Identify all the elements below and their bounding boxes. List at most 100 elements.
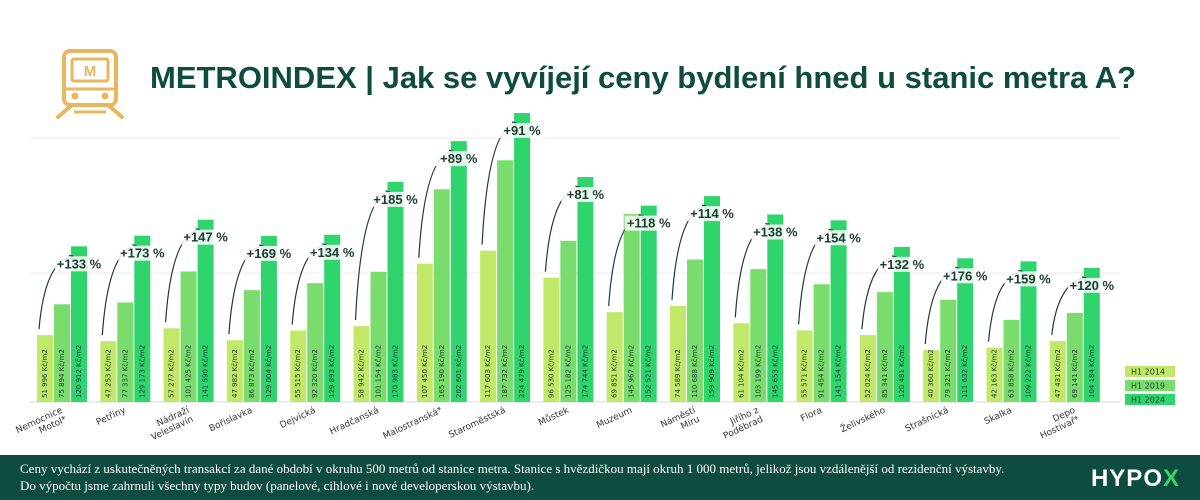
change-label-bg (877, 256, 926, 272)
data-label: 77 337 Kč/m2 (121, 349, 129, 398)
data-label: 47 253 Kč/m2 (104, 349, 112, 398)
x-tick-label: Bořislavka (208, 406, 254, 435)
data-label: 202 601 Kč/m2 (455, 345, 463, 398)
x-tick-label: Želivského (838, 404, 887, 436)
legend-label-0: H1 2014 (1131, 368, 1165, 377)
bar-2-16 (1066, 312, 1083, 402)
change-label: +132 % (880, 257, 925, 272)
change-label: +91 % (503, 123, 541, 138)
bar-3-4 (324, 234, 341, 402)
x-tick-label: Skalka (983, 406, 1014, 427)
bar-2-15 (1003, 319, 1020, 402)
bar-1-3 (226, 340, 243, 402)
data-label: 47 431 Kč/m2 (1054, 349, 1062, 398)
bar-3-16 (1083, 267, 1100, 402)
change-label: +133 % (57, 256, 102, 271)
change-label-bg (624, 215, 673, 231)
legend-swatch-0 (1125, 366, 1175, 377)
bar-2-12 (813, 284, 830, 402)
data-label: 74 589 Kč/m2 (674, 349, 682, 398)
svg-text:M: M (84, 63, 97, 80)
data-label: 129 893 Kč/m2 (328, 345, 336, 398)
bar-chart: 51 996 Kč/m2 75 894 Kč/m2 120 912 Kč/m2 +13… (15, 113, 1175, 443)
data-label: 117 603 Kč/m2 (484, 345, 492, 398)
bar-1-13 (859, 335, 876, 402)
data-label: 96 530 Kč/m2 (547, 349, 555, 398)
change-label-bg (181, 229, 230, 245)
bar-1-11 (733, 323, 750, 402)
bar-3-0 (71, 246, 87, 402)
change-label-bg (688, 206, 736, 222)
data-label: 141 590 Kč/m2 (202, 345, 210, 398)
bar-2-5 (370, 271, 387, 402)
bar-3-12 (830, 220, 847, 402)
change-label-bg (371, 191, 420, 207)
change-label-bg (561, 187, 610, 203)
data-label: 92 320 Kč/m2 (311, 349, 319, 398)
data-label: 174 744 Kč/m2 (581, 345, 589, 398)
x-tick-label: DepoHostivař* (1035, 405, 1082, 441)
data-label: 159 909 Kč/m2 (708, 345, 716, 398)
change-label-bg (751, 224, 800, 240)
change-label: +147 % (183, 230, 228, 245)
legend-label-1: H1 2019 (1131, 382, 1165, 391)
bar-3-3 (260, 235, 277, 402)
bar-3-13 (893, 246, 910, 402)
bar-2-0 (54, 304, 70, 402)
change-label-bg (55, 256, 103, 272)
bar-2-4 (307, 283, 324, 402)
data-label: 145 967 Kč/m2 (628, 345, 636, 398)
data-label: 129 004 Kč/m2 (265, 345, 273, 398)
change-label-bg (118, 245, 167, 261)
bar-1-9 (606, 312, 623, 402)
data-label: 129 173 Kč/m2 (138, 345, 146, 398)
x-tick-label: Můstek (537, 404, 572, 428)
legend-swatch-2 (1125, 394, 1175, 405)
bar-3-8 (577, 177, 594, 402)
data-label: 86 873 Kč/m2 (248, 349, 256, 398)
change-label-bg (434, 151, 483, 167)
change-label: +120 % (1070, 278, 1115, 293)
bar-2-11 (750, 269, 767, 402)
data-label: 187 732 Kč/m2 (501, 345, 509, 398)
bar-1-6 (416, 263, 433, 402)
data-label: 152 521 Kč/m2 (645, 345, 653, 398)
brand-accent: X (1162, 465, 1180, 492)
data-label: 101 425 Kč/m2 (185, 345, 193, 398)
data-label: 57 277 Kč/m2 (168, 349, 176, 398)
bar-2-6 (433, 189, 450, 402)
bar-3-7 (514, 113, 531, 402)
x-tick-label: Muzeum (595, 406, 634, 431)
chart-title: METROINDEX | Jak se vyvíjejí ceny bydlen… (150, 60, 1137, 95)
bar-2-13 (876, 292, 893, 402)
bar-1-15 (986, 347, 1003, 402)
data-label: 52 024 Kč/m2 (864, 349, 872, 398)
data-label: 104 184 Kč/m2 (1088, 345, 1096, 398)
change-label: +185 % (373, 192, 418, 207)
metro-train-icon: M (56, 49, 124, 119)
bar-3-5 (387, 181, 404, 402)
change-label: +173 % (120, 246, 165, 261)
data-label: 145 653 Kč/m2 (771, 345, 779, 398)
data-label: 55 515 Kč/m2 (294, 349, 302, 398)
bar-2-7 (497, 160, 514, 402)
data-label: 55 571 Kč/m2 (801, 349, 809, 398)
bar-2-10 (687, 259, 703, 402)
hypox-logo: HYPOX (1091, 465, 1180, 493)
brand-name: HYPO (1090, 465, 1163, 492)
data-label: 120 912 Kč/m2 (75, 345, 83, 398)
data-label: 79 321 Kč/m2 (944, 349, 952, 398)
data-label: 75 894 Kč/m2 (58, 349, 66, 398)
bar-1-12 (796, 330, 813, 402)
bar-1-4 (290, 330, 307, 402)
bar-1-16 (1049, 340, 1066, 402)
data-label: 47 982 Kč/m2 (231, 349, 239, 398)
x-tick-label: Jiřího zPoděbrad (718, 406, 765, 442)
bar-1-8 (543, 277, 560, 402)
bar-1-2 (163, 328, 180, 402)
data-label: 109 222 Kč/m2 (1025, 345, 1033, 398)
change-label: +176 % (943, 268, 988, 283)
data-label: 141 154 Kč/m2 (835, 345, 843, 398)
x-tick-label: Staroměstská (447, 406, 507, 441)
legend-label-2: H1 2024 (1131, 396, 1165, 405)
